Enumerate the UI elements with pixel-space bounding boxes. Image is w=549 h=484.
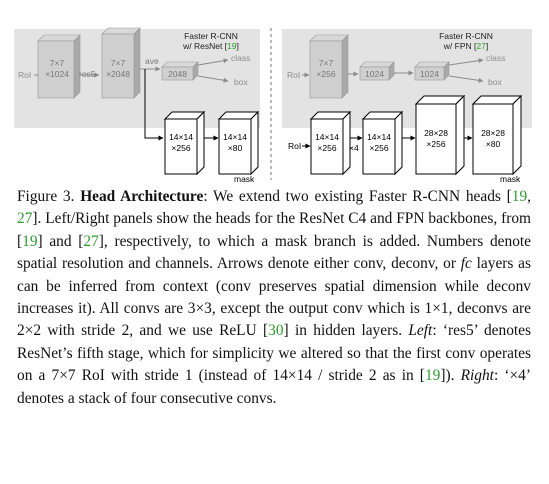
left-mask-block1-line1: 14×14 (169, 132, 193, 142)
left-box-label: box (234, 77, 248, 87)
citation-19[interactable]: 19 (511, 188, 528, 205)
left-mask-block-14x14x256 (163, 110, 206, 176)
left-ave-label: ave (145, 56, 159, 66)
left-fc-2048 (161, 61, 199, 81)
right-block1-line2: ×256 (316, 69, 335, 79)
right-mask-block-28x28x80 (471, 94, 523, 176)
right-mask-block-14x14x256-b (361, 110, 404, 176)
right-class-arrow (448, 58, 484, 66)
citation-30[interactable]: 30 (268, 322, 284, 340)
left-res5-label: res5 (79, 69, 96, 79)
right-fc-1024a (359, 61, 395, 81)
right-mask-block4-line2: ×80 (486, 139, 501, 149)
left-class-arrow (197, 58, 229, 66)
left-roi-label: RoI (18, 70, 31, 80)
left-block2-line1: 7×7 (111, 58, 126, 68)
left-mask-block2-line1: 14×14 (223, 132, 247, 142)
left-class-label: class (231, 53, 250, 63)
right-box-arrow (448, 75, 484, 83)
citation-27[interactable]: 27 (17, 210, 33, 228)
right-mask-block2-line2: ×256 (369, 143, 388, 153)
left-block-7x7x2048 (101, 27, 141, 99)
right-x4-label: ×4 (349, 143, 359, 153)
citation-19[interactable]: 19 (22, 232, 38, 250)
citation-27[interactable]: 27 (83, 232, 99, 250)
right-mask-label: mask (500, 174, 521, 184)
caption-title: Head Architecture (80, 188, 204, 205)
right-mask-block3-line2: ×256 (426, 139, 445, 149)
caption-label: Figure 3. (17, 188, 75, 205)
right-block-7x7x256 (309, 34, 349, 99)
right-mask-block3-line1: 28×28 (424, 128, 448, 138)
right-mask-block1-line1: 14×14 (315, 132, 339, 142)
right-fc-1024a-label: 1024 (365, 69, 384, 79)
left-box-arrow (197, 75, 229, 83)
left-block1-line1: 7×7 (50, 58, 65, 68)
right-panel-title-line2: w/ FPN [27] (443, 41, 488, 51)
caption-left: Left (408, 322, 433, 340)
right-fc-1024b (414, 61, 450, 81)
left-panel-title-line2: w/ ResNet [19] (182, 41, 239, 51)
left-block2-line2: ×2048 (106, 69, 130, 79)
right-box-label: box (488, 77, 502, 87)
left-panel-title-line1: Faster R-CNN (184, 31, 238, 41)
figure-caption: Figure 3. Head Architecture: We extend t… (17, 188, 532, 407)
left-mask-block1-line2: ×256 (171, 143, 190, 153)
left-block-7x7x1024 (37, 34, 81, 99)
caption-right: Right (460, 367, 494, 385)
left-mask-label: mask (234, 174, 255, 184)
right-roi-top-label: RoI (287, 70, 300, 80)
right-mask-block-28x28x256 (414, 94, 466, 176)
left-block1-line2: ×1024 (45, 69, 69, 79)
right-fc-1024b-label: 1024 (420, 69, 439, 79)
left-mask-branch-arrow (144, 69, 164, 141)
left-mask-block-14x14x80 (217, 110, 260, 176)
right-roi-bottom-label: RoI (288, 141, 301, 151)
right-mask-block4-line1: 28×28 (481, 128, 505, 138)
right-mask-block-14x14x256-a (309, 110, 352, 176)
architecture-figure: Faster R-CNN w/ ResNet [19] RoI 7×7 ×102… (14, 27, 532, 184)
left-fc-2048-label: 2048 (168, 69, 187, 79)
left-mask-block2-line2: ×80 (228, 143, 243, 153)
right-mask-block1-line2: ×256 (317, 143, 336, 153)
caption-fc: fc (460, 255, 472, 273)
right-block1-line1: 7×7 (319, 58, 334, 68)
right-mask-block2-line1: 14×14 (367, 132, 391, 142)
right-panel-title-line1: Faster R-CNN (439, 31, 493, 41)
right-class-label: class (486, 53, 505, 63)
citation-19[interactable]: 19 (424, 367, 441, 385)
